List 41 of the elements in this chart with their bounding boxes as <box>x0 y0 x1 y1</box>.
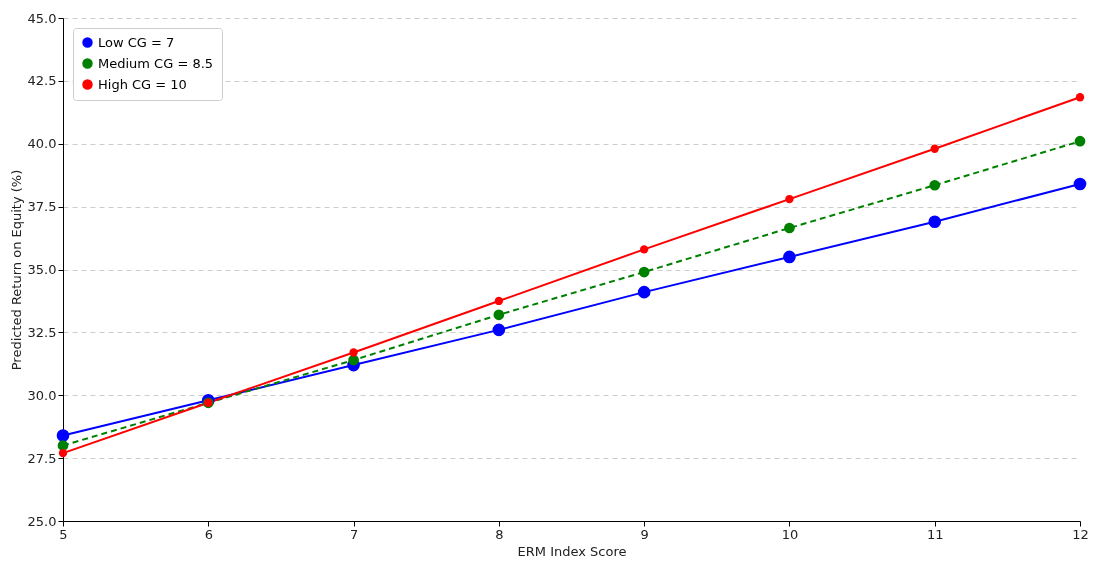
point <box>1073 177 1087 191</box>
point <box>930 144 939 153</box>
point <box>783 250 796 264</box>
point <box>349 348 358 357</box>
point <box>928 215 942 229</box>
x-tick-label: 10 <box>781 526 799 542</box>
x-tick-label: 9 <box>640 526 649 542</box>
y-tick-label: 35.0 <box>27 262 57 277</box>
point <box>785 194 794 204</box>
y-tick-label: 42.5 <box>27 73 57 89</box>
point <box>492 323 506 337</box>
point <box>348 354 359 366</box>
point <box>493 309 505 321</box>
point <box>494 296 504 306</box>
point <box>638 266 650 278</box>
point <box>56 429 70 442</box>
point <box>1075 93 1085 102</box>
point <box>58 448 68 458</box>
x-tick-label: 6 <box>204 526 213 542</box>
point <box>784 222 795 234</box>
y-tick-label: 27.5 <box>27 450 57 466</box>
legend-label: Low CG = 7 <box>98 34 175 50</box>
y-tick-label: 30.0 <box>27 387 57 403</box>
x-tick-label: 8 <box>495 526 504 542</box>
point <box>929 179 941 191</box>
y-tick-label: 45.0 <box>27 10 57 26</box>
y-tick-label: 37.5 <box>27 199 57 215</box>
x-tick-label: 12 <box>1072 526 1089 542</box>
y-tick-label: 32.5 <box>27 324 57 340</box>
point <box>637 285 651 299</box>
x-tick-label: 5 <box>59 526 68 542</box>
legend-label: Medium CG = 8.5 <box>98 55 214 71</box>
point <box>639 245 649 254</box>
y-tick-label: 25.0 <box>27 513 57 529</box>
y-axis-title: Predicted Return on Equity (%) <box>8 169 24 371</box>
legend-label: High CG = 10 <box>98 76 187 92</box>
x-tick-label: 11 <box>926 526 944 542</box>
x-axis-title: ERM Index Score <box>517 543 627 559</box>
point <box>1074 135 1086 147</box>
x-tick-label: 7 <box>349 526 359 542</box>
y-tick-label: 40.0 <box>27 136 57 152</box>
